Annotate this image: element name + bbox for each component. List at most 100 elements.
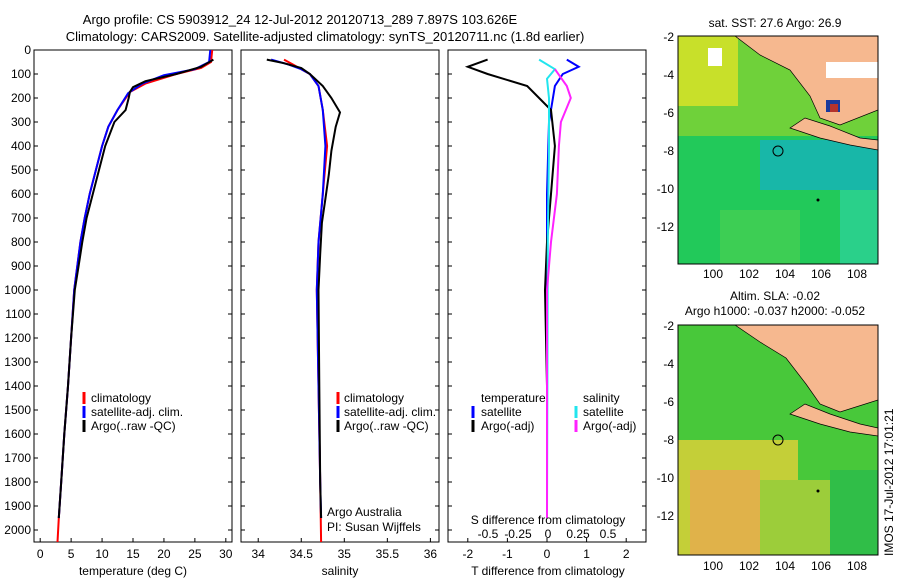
lon-tick-label: 102 — [739, 267, 759, 281]
depth-tick-label: 1300 — [4, 355, 31, 369]
sla-map-frame — [677, 324, 879, 556]
x-tick-label: -2 — [462, 547, 473, 561]
difference-legend: temperature satellite Argo(-adj) salinit… — [471, 391, 636, 433]
x-tick-label: -1 — [502, 547, 513, 561]
lon-tick-label: 108 — [847, 267, 867, 281]
legend-s-argo: Argo(-adj) — [583, 419, 636, 433]
lon-tick-label: 108 — [847, 559, 867, 573]
legend-satellite: satellite-adj. clim. — [91, 405, 183, 419]
salinity-axes — [240, 49, 440, 543]
argo-location-marker — [772, 145, 784, 157]
depth-tick-label: 1000 — [4, 283, 31, 297]
lat-tick-label: -12 — [657, 509, 675, 523]
island-marker — [816, 489, 820, 493]
island-marker — [816, 198, 820, 202]
s-tick-label: -0.25 — [504, 527, 532, 541]
temperature-axes — [33, 49, 233, 543]
s-tick-label: 0.25 — [566, 527, 590, 541]
lon-tick-label: 106 — [811, 559, 831, 573]
depth-tick-label: 1600 — [4, 427, 31, 441]
legend-temperature-title: temperature — [481, 391, 546, 405]
difference-lines — [464, 58, 581, 519]
depth-tick-label: 1400 — [4, 379, 31, 393]
depth-tick-label: 700 — [11, 211, 31, 225]
depth-tick-label: 1900 — [4, 499, 31, 513]
x-tick-label: 25 — [188, 547, 202, 561]
x-tick-label: 20 — [157, 547, 171, 561]
lat-tick-label: -2 — [663, 30, 674, 44]
legend-t-satellite: satellite — [481, 405, 522, 419]
temperature-lines — [56, 50, 214, 542]
depth-tick-label: 2000 — [4, 523, 31, 537]
map-ticks: 100 100 102 102 104 104 106 106 108 108 -2 -2 -4 -4 -6… — [657, 30, 868, 573]
lat-tick-label: -10 — [657, 182, 675, 196]
salinity-legend: climatology satellite-adj. clim. Argo(..… — [327, 391, 436, 534]
depth-tick-label: 1500 — [4, 403, 31, 417]
lon-tick-label: 100 — [703, 559, 723, 573]
lat-tick-label: -6 — [663, 106, 674, 120]
s-tick-label: 0.5 — [600, 527, 617, 541]
sla-map-title2: Argo h1000: -0.037 h2000: -0.052 — [685, 304, 865, 318]
depth-tick-label: 1700 — [4, 451, 31, 465]
series-line-climatology — [56, 50, 214, 542]
s-tick-label: 0 — [545, 527, 552, 541]
depth-tick-label: 600 — [11, 187, 31, 201]
series-line-argo-raw-qc- — [57, 58, 214, 519]
lat-tick-label: -4 — [663, 357, 674, 371]
series-line-satellite — [546, 58, 581, 518]
legend-s-satellite: satellite — [583, 405, 624, 419]
figure-title-line1: Argo profile: CS 5903912_24 12-Jul-2012 … — [83, 12, 518, 27]
x-tick-label: 34 — [252, 547, 266, 561]
x-tick-label: 30 — [219, 547, 233, 561]
salinity-xlabel: salinity — [322, 564, 359, 578]
legend-t-argo: Argo(-adj) — [481, 419, 534, 433]
lon-tick-label: 106 — [811, 267, 831, 281]
depth-tick-label: 200 — [11, 91, 31, 105]
depth-tick-label: 1100 — [5, 307, 31, 321]
depth-tick-label: 800 — [11, 235, 31, 249]
sst-map-frame — [677, 35, 879, 265]
series-line-argo-adj-s- — [546, 68, 572, 518]
series-line-satellite-adj-clim- — [270, 58, 327, 519]
x-tick-label: 2 — [623, 547, 630, 561]
sla-map — [678, 325, 878, 555]
x-tick-label: 35.5 — [376, 547, 400, 561]
temperature-legend: climatology satellite-adj. clim. Argo(..… — [82, 391, 183, 433]
legend-climatology: climatology — [344, 391, 404, 405]
lon-tick-label: 104 — [775, 267, 795, 281]
lat-tick-label: -2 — [663, 319, 674, 333]
depth-tick-label: 400 — [11, 139, 31, 153]
x-tick-label: 1 — [583, 547, 590, 561]
temperature-xlabel: temperature (deg C) — [79, 564, 187, 578]
lon-tick-label: 100 — [703, 267, 723, 281]
sla-map-title: Altim. SLA: -0.02 — [730, 289, 820, 303]
sst-map — [678, 36, 878, 264]
lon-tick-label: 104 — [775, 559, 795, 573]
argo-location-marker — [772, 434, 784, 446]
imos-timestamp: IMOS 17-Jul-2012 17:01:21 — [882, 408, 896, 556]
legend-argo: Argo(..raw -QC) — [344, 419, 429, 433]
lat-tick-label: -8 — [663, 433, 674, 447]
legend-argo: Argo(..raw -QC) — [91, 419, 176, 433]
series-line-argo-raw-qc- — [266, 58, 342, 519]
x-tick-label: 5 — [68, 547, 75, 561]
x-ticks: 0 5 10 15 20 25 30 34 34.5 35 35.5 36 -2 -1 0 1 2 -0.5 -0.… — [37, 527, 630, 561]
x-tick-label: 15 — [126, 547, 140, 561]
lat-tick-label: -12 — [657, 220, 675, 234]
depth-tick-label: 500 — [11, 163, 31, 177]
series-line-argo-adj- — [464, 58, 556, 518]
x-tick-label: 34.5 — [290, 547, 314, 561]
x-tick-label: 0 — [544, 547, 551, 561]
lat-tick-label: -4 — [663, 68, 674, 82]
depth-tick-label: 300 — [11, 115, 31, 129]
lat-tick-label: -8 — [663, 144, 674, 158]
legend-satellite: satellite-adj. clim. — [344, 405, 436, 419]
tdiff-xlabel: T difference from climatology — [471, 564, 625, 578]
sdiff-title: S difference from climatology — [471, 513, 626, 527]
depth-tick-label: 100 — [11, 67, 31, 81]
depth-ticks: 0 100 200 300 400 500 600 700 800 900 1000 1100 1200… — [4, 43, 646, 537]
annotation-argo-australia: Argo Australia — [327, 505, 402, 519]
depth-tick-label: 0 — [24, 43, 31, 57]
